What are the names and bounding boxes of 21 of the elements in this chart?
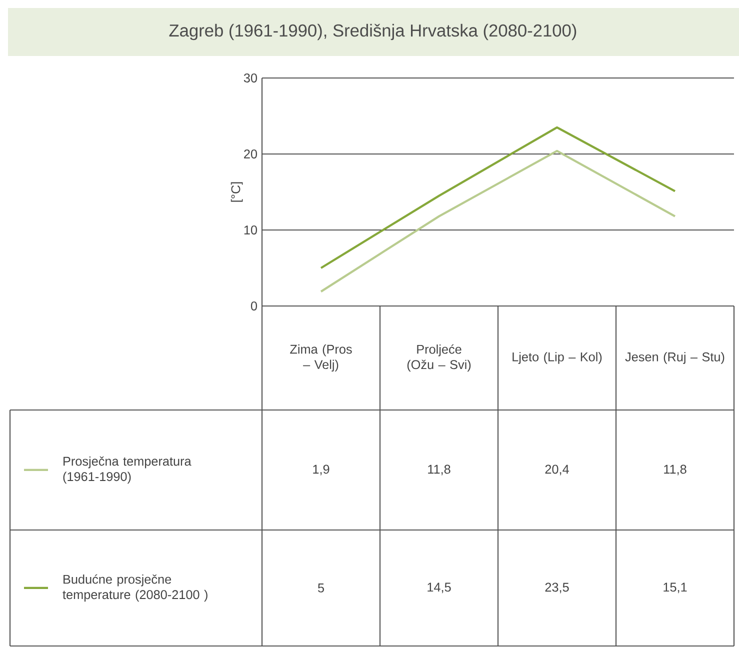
- line-series: [320, 126, 676, 270]
- legend-label: Prosječna temperatura (1961-1990): [63, 456, 192, 484]
- x-tick-label: Jesen (Ruj – Stu): [625, 352, 724, 364]
- data-label: 11,8: [664, 464, 686, 476]
- data-label: 1,9: [313, 464, 330, 476]
- data-label: 5: [318, 584, 324, 592]
- x-tick-label: Proljeće (Ožu – Svi): [407, 344, 471, 372]
- x-tick-label: Ljeto (Lip – Kol): [512, 352, 602, 364]
- y-tick-label: 30: [244, 74, 258, 82]
- chart-title: Zagreb (1961-1990), Središnja Hrvatska (2080-2100): [169, 24, 576, 40]
- data-label: 11,8: [428, 464, 450, 476]
- legend-label: Budućne prosječne temperature (2080-2100 ): [62, 574, 208, 602]
- x-tick-label: Zima (Pros – Velj): [290, 344, 352, 372]
- data-label: 20,4: [545, 464, 569, 476]
- y-tick-label: 0: [250, 302, 258, 310]
- y-tick-label: 10: [244, 226, 258, 234]
- y-axis-title: [°C]: [230, 182, 243, 202]
- data-label: 15,1: [664, 582, 687, 594]
- y-tick-label: 20: [244, 150, 258, 158]
- data-label: 14,5: [428, 582, 451, 594]
- data-label: 23,5: [545, 582, 569, 594]
